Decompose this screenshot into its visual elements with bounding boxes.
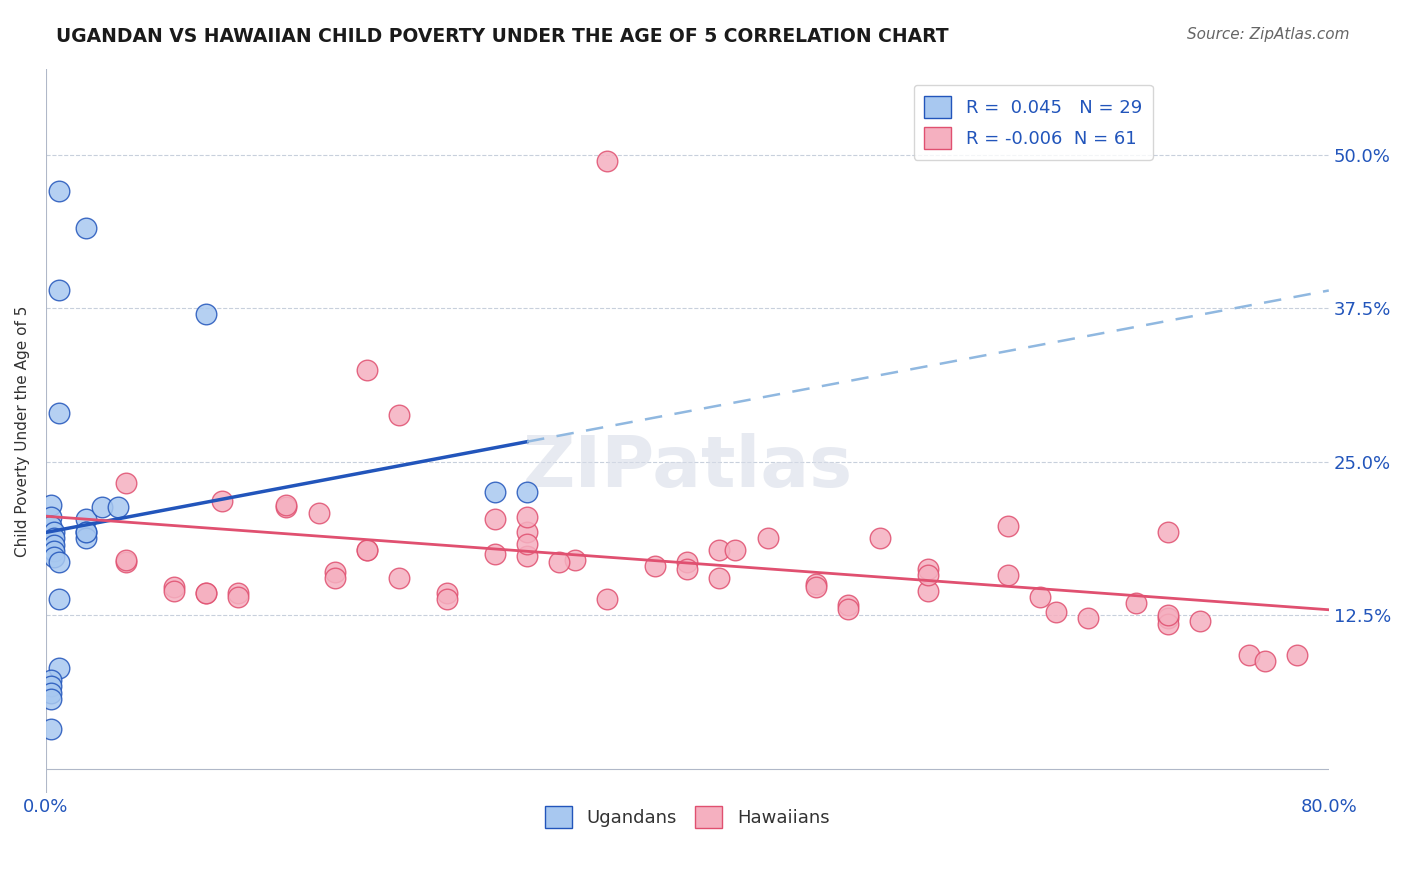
Point	[484, 512, 506, 526]
Point	[195, 586, 218, 600]
Point	[1029, 590, 1052, 604]
Point	[107, 500, 129, 515]
Point	[484, 485, 506, 500]
Point	[917, 561, 939, 575]
Point	[75, 531, 97, 545]
Text: Source: ZipAtlas.com: Source: ZipAtlas.com	[1187, 27, 1350, 42]
Point	[1189, 615, 1212, 629]
Point	[115, 553, 138, 567]
Point	[91, 500, 114, 515]
Point	[1157, 610, 1180, 624]
Text: UGANDAN VS HAWAIIAN CHILD POVERTY UNDER THE AGE OF 5 CORRELATION CHART: UGANDAN VS HAWAIIAN CHILD POVERTY UNDER …	[56, 27, 949, 45]
Point	[163, 580, 186, 594]
Point	[1125, 596, 1147, 610]
Point	[596, 592, 619, 607]
Point	[39, 680, 62, 694]
Point	[676, 555, 699, 569]
Point	[997, 518, 1019, 533]
Point	[195, 586, 218, 600]
Point	[323, 571, 346, 585]
Point	[1157, 616, 1180, 631]
Point	[917, 583, 939, 598]
Point	[276, 500, 298, 515]
Point	[388, 571, 411, 585]
Point	[48, 555, 70, 569]
Point	[1157, 524, 1180, 539]
Point	[42, 544, 65, 558]
Point	[39, 685, 62, 699]
Point	[211, 494, 233, 508]
Point	[42, 524, 65, 539]
Point	[804, 580, 827, 594]
Point	[39, 518, 62, 533]
Point	[837, 599, 859, 613]
Point	[1157, 608, 1180, 623]
Point	[837, 602, 859, 616]
Point	[39, 510, 62, 524]
Point	[436, 592, 458, 607]
Point	[709, 543, 731, 558]
Y-axis label: Child Poverty Under the Age of 5: Child Poverty Under the Age of 5	[15, 305, 30, 557]
Point	[228, 590, 250, 604]
Legend: Ugandans, Hawaiians: Ugandans, Hawaiians	[538, 798, 837, 835]
Point	[115, 475, 138, 490]
Point	[75, 524, 97, 539]
Point	[356, 362, 378, 376]
Point	[516, 524, 538, 539]
Point	[75, 524, 97, 539]
Point	[163, 583, 186, 598]
Point	[388, 408, 411, 422]
Text: ZIPatlas: ZIPatlas	[522, 433, 852, 501]
Point	[1077, 610, 1099, 624]
Point	[276, 498, 298, 512]
Point	[436, 586, 458, 600]
Point	[48, 592, 70, 607]
Point	[195, 307, 218, 321]
Point	[1237, 648, 1260, 662]
Point	[644, 559, 666, 574]
Point	[39, 673, 62, 688]
Point	[75, 512, 97, 526]
Point	[356, 543, 378, 558]
Point	[516, 537, 538, 551]
Point	[564, 553, 586, 567]
Point	[484, 547, 506, 561]
Point	[356, 543, 378, 558]
Point	[1045, 605, 1067, 619]
Point	[709, 571, 731, 585]
Point	[548, 555, 571, 569]
Point	[75, 221, 97, 235]
Point	[869, 531, 891, 545]
Point	[42, 550, 65, 565]
Point	[1253, 654, 1275, 668]
Point	[48, 283, 70, 297]
Point	[596, 153, 619, 168]
Point	[308, 506, 330, 520]
Point	[39, 723, 62, 737]
Point	[804, 577, 827, 591]
Point	[724, 543, 747, 558]
Point	[676, 561, 699, 575]
Point	[48, 185, 70, 199]
Point	[115, 555, 138, 569]
Point	[756, 531, 779, 545]
Point	[516, 549, 538, 564]
Point	[1285, 648, 1308, 662]
Point	[42, 531, 65, 545]
Point	[323, 565, 346, 579]
Point	[917, 567, 939, 582]
Point	[39, 691, 62, 706]
Point	[516, 510, 538, 524]
Point	[228, 586, 250, 600]
Point	[42, 538, 65, 552]
Point	[516, 485, 538, 500]
Point	[39, 498, 62, 512]
Point	[48, 661, 70, 675]
Point	[997, 567, 1019, 582]
Point	[48, 405, 70, 419]
